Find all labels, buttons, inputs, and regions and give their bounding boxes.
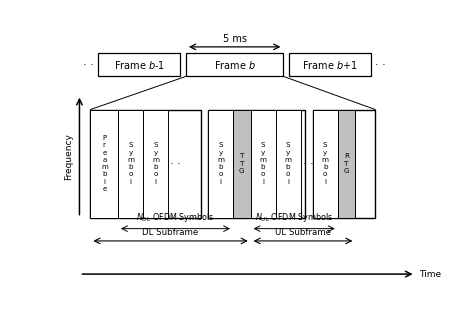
Bar — [313, 109, 337, 218]
Bar — [251, 109, 275, 218]
Text: R
T
G: R T G — [344, 153, 349, 174]
Text: S
y
m
b
o
l: S y m b o l — [152, 142, 159, 185]
Bar — [118, 109, 143, 218]
Bar — [208, 109, 305, 218]
Text: Frequency: Frequency — [64, 133, 73, 180]
Text: 5 ms: 5 ms — [223, 34, 246, 44]
Text: Frame $b$+1: Frame $b$+1 — [302, 59, 358, 71]
Bar — [313, 109, 375, 218]
Text: S
y
m
b
o
l: S y m b o l — [217, 142, 224, 185]
Text: S
y
m
b
o
l: S y m b o l — [127, 142, 134, 185]
Text: · ·: · · — [302, 159, 313, 168]
Bar — [337, 109, 356, 218]
Bar — [233, 109, 251, 218]
Text: S
y
m
b
o
l: S y m b o l — [284, 142, 292, 185]
Text: · ·: · · — [170, 159, 181, 168]
Text: T
T
G: T T G — [239, 153, 245, 174]
Text: P
r
e
a
m
b
l
e: P r e a m b l e — [101, 135, 108, 192]
Text: $N_{\mathrm{DL}}$ OFDM Symbols: $N_{\mathrm{DL}}$ OFDM Symbols — [137, 211, 215, 224]
Text: Frame $b$: Frame $b$ — [214, 59, 255, 71]
Text: $N_{\mathrm{UL}}$ OFDM Symbols: $N_{\mathrm{UL}}$ OFDM Symbols — [255, 211, 333, 224]
Bar — [186, 53, 283, 76]
Text: · ·: · · — [375, 60, 386, 70]
Bar — [91, 109, 118, 218]
Text: Time: Time — [419, 270, 441, 278]
Bar — [208, 109, 233, 218]
Bar — [98, 53, 181, 76]
Bar — [275, 109, 301, 218]
Text: S
y
m
b
o
l: S y m b o l — [260, 142, 267, 185]
Bar — [289, 53, 372, 76]
Bar — [143, 109, 168, 218]
Text: S
y
m
b
o
l: S y m b o l — [322, 142, 328, 185]
Text: UL Subframe: UL Subframe — [275, 227, 331, 236]
Text: Frame $b$-1: Frame $b$-1 — [114, 59, 165, 71]
Bar — [91, 109, 201, 218]
Text: DL Subframe: DL Subframe — [142, 227, 199, 236]
Text: · ·: · · — [83, 60, 94, 70]
